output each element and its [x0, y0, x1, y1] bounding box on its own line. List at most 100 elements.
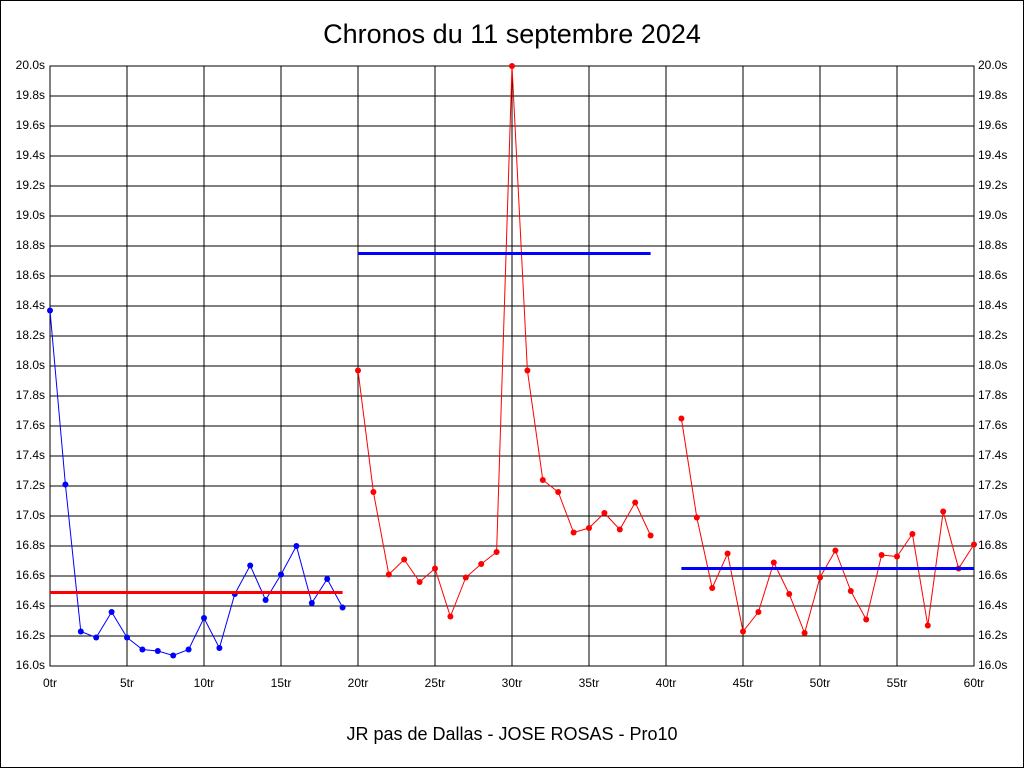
point: [432, 565, 438, 572]
y-tick-label-right: 17.2s: [978, 478, 1007, 492]
point: [524, 367, 531, 374]
point: [478, 561, 485, 567]
point: [216, 645, 223, 651]
point: [401, 556, 408, 563]
y-tick-label-right: 18.0s: [978, 358, 1007, 372]
point: [924, 622, 931, 629]
point: [616, 526, 623, 533]
x-tick-label: 45tr: [733, 676, 754, 690]
x-tick-label: 30tr: [502, 676, 523, 690]
y-tick-label: 19.4s: [16, 148, 45, 162]
y-tick-label: 17.6s: [16, 418, 45, 432]
point: [801, 630, 808, 636]
point: [909, 531, 916, 537]
point: [724, 550, 731, 557]
y-tick-label: 18.8s: [16, 238, 45, 252]
y-tick-label-right: 19.8s: [978, 88, 1007, 102]
point: [108, 609, 115, 615]
y-tick-label-right: 16.8s: [978, 538, 1007, 552]
point: [447, 613, 454, 620]
point: [493, 549, 500, 555]
y-tick-label-right: 17.0s: [978, 508, 1007, 522]
point: [308, 600, 315, 606]
y-tick-label-right: 18.2s: [978, 328, 1007, 342]
y-tick-label-right: 17.6s: [978, 418, 1007, 432]
y-tick-label: 19.6s: [16, 118, 45, 132]
point: [324, 576, 331, 582]
y-tick-label: 19.2s: [16, 178, 45, 192]
point: [93, 634, 100, 641]
series-line: [357, 65, 652, 618]
y-tick-label-right: 17.8s: [978, 388, 1007, 402]
point: [139, 646, 146, 653]
point: [262, 597, 269, 603]
y-tick-label-right: 20.0s: [978, 58, 1007, 72]
y-tick-label: 16.4s: [16, 598, 45, 612]
point: [817, 574, 823, 581]
y-tick-label-right: 19.4s: [978, 148, 1007, 162]
point: [509, 63, 515, 69]
y-tick-label-right: 18.6s: [978, 268, 1007, 282]
footer-label: JR pas de Dallas - JOSE ROSAS - Pro10: [346, 724, 677, 744]
point: [647, 532, 654, 539]
point: [555, 489, 562, 495]
point: [154, 648, 161, 654]
point: [601, 510, 608, 516]
y-tick-label: 17.0s: [16, 508, 45, 522]
y-tick-label-right: 19.6s: [978, 118, 1007, 132]
point: [755, 609, 762, 615]
y-tick-label: 17.4s: [16, 448, 45, 462]
chart-title: Chronos du 11 septembre 2024: [323, 19, 701, 49]
y-tick-label: 18.6s: [16, 268, 45, 282]
point: [462, 574, 469, 581]
y-tick-label-right: 16.2s: [978, 628, 1007, 642]
x-tick-label: 55tr: [887, 676, 908, 690]
x-tick-label: 5tr: [120, 676, 134, 690]
point: [847, 588, 854, 594]
y-tick-label: 17.2s: [16, 478, 45, 492]
y-tick-label: 17.8s: [16, 388, 45, 402]
y-tick-label: 18.0s: [16, 358, 45, 372]
x-tick-label: 10tr: [194, 676, 215, 690]
y-tick-label: 16.0s: [16, 658, 45, 672]
y-tick-label: 16.2s: [16, 628, 45, 642]
y-tick-label: 16.8s: [16, 538, 45, 552]
point: [863, 616, 870, 623]
x-tick-label: 40tr: [656, 676, 677, 690]
point: [586, 525, 592, 531]
point: [355, 367, 361, 374]
x-tick-label: 35tr: [579, 676, 600, 690]
x-tick-label: 60tr: [964, 676, 985, 690]
point: [678, 415, 685, 422]
y-tick-label-right: 19.2s: [978, 178, 1007, 192]
y-tick-label-right: 18.4s: [978, 298, 1007, 312]
y-tick-label-right: 16.0s: [978, 658, 1007, 672]
y-tick-label-right: 16.6s: [978, 568, 1007, 582]
y-tick-label-right: 16.4s: [978, 598, 1007, 612]
point: [416, 579, 423, 585]
point: [278, 571, 284, 578]
y-tick-label: 19.0s: [16, 208, 45, 222]
y-tick-label: 20.0s: [16, 58, 45, 72]
point: [709, 585, 716, 591]
series-line: [680, 418, 975, 635]
x-tick-label: 15tr: [271, 676, 292, 690]
point: [77, 628, 84, 635]
point: [370, 489, 377, 495]
y-tick-label-right: 18.8s: [978, 238, 1007, 252]
point: [832, 547, 839, 554]
point: [185, 646, 192, 653]
point: [786, 591, 793, 597]
y-tick-label: 18.2s: [16, 328, 45, 342]
point: [894, 553, 900, 560]
y-tick-label: 19.8s: [16, 88, 45, 102]
point: [570, 529, 577, 536]
point: [940, 508, 947, 515]
point: [385, 571, 392, 578]
point: [293, 543, 300, 549]
series-line: [49, 310, 344, 657]
point: [740, 628, 746, 635]
point: [124, 634, 130, 641]
point: [201, 615, 207, 621]
